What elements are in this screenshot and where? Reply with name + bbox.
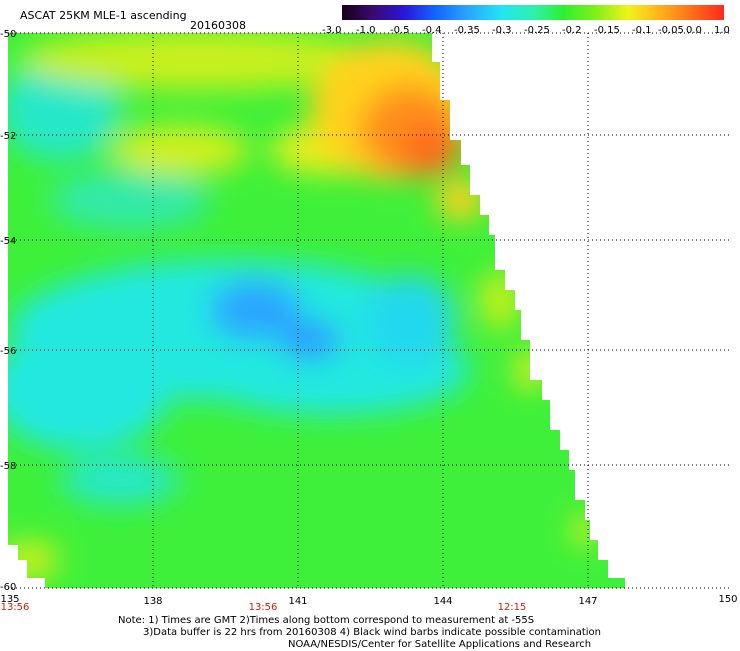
lat-label: -52	[0, 131, 16, 142]
lat-label: -50	[0, 29, 16, 40]
product-title: ASCAT 25KM MLE-1 ascending	[20, 9, 187, 22]
lat-label: -56	[0, 346, 16, 357]
lat-label: -58	[0, 461, 16, 472]
scale-label: -0.05	[658, 25, 684, 36]
time-label: 13:56	[1, 602, 30, 613]
scale-label: -1.0	[356, 25, 376, 36]
latitude-labels: -50 -52 -54 -56 -58 -60	[0, 29, 16, 593]
scale-label: -0.15	[594, 25, 620, 36]
lat-label: -60	[0, 582, 16, 593]
footnotes: Note: 1) Times are GMT 2)Times along bot…	[118, 615, 601, 651]
time-labels: 13:56 13:56 12:15	[1, 602, 527, 613]
product-date: 20160308	[190, 19, 246, 32]
graticule	[8, 32, 730, 589]
lon-label: 147	[578, 596, 597, 607]
wind-swath	[8, 33, 625, 588]
longitude-labels: 135 138 141 144 147 150	[0, 594, 737, 607]
scale-label: -0.1	[632, 25, 652, 36]
time-label: 13:56	[249, 602, 278, 613]
lon-label: 144	[433, 596, 452, 607]
lon-label: 150	[718, 594, 737, 605]
note-line: Note: 1) Times are GMT 2)Times along bot…	[118, 615, 535, 626]
scale-label: -0.4	[422, 25, 442, 36]
note-line: 3)Data buffer is 22 hrs from 20160308 4)…	[143, 627, 601, 638]
color-scale-bar	[342, 5, 724, 20]
scale-label: -3.0	[322, 25, 342, 36]
scale-label: -0.5	[390, 25, 410, 36]
color-scale-labels: -3.0 -1.0 -0.5 -0.4 -0.35 -0.3 -0.25 -0.…	[322, 25, 732, 37]
scale-label: -0.3	[492, 25, 512, 36]
scale-label: 0.0	[686, 25, 702, 36]
scale-label: -0.25	[524, 25, 550, 36]
lon-label: 141	[288, 596, 307, 607]
scale-label: -0.35	[454, 25, 480, 36]
lon-label: 135	[0, 594, 19, 605]
time-label: 12:15	[498, 602, 527, 613]
note-line: NOAA/NESDIS/Center for Satellite Applica…	[288, 639, 592, 650]
lon-label: 138	[143, 596, 162, 607]
scale-label: -0.2	[562, 25, 582, 36]
scale-label: 1.0	[714, 25, 730, 36]
lat-label: -54	[0, 236, 16, 247]
